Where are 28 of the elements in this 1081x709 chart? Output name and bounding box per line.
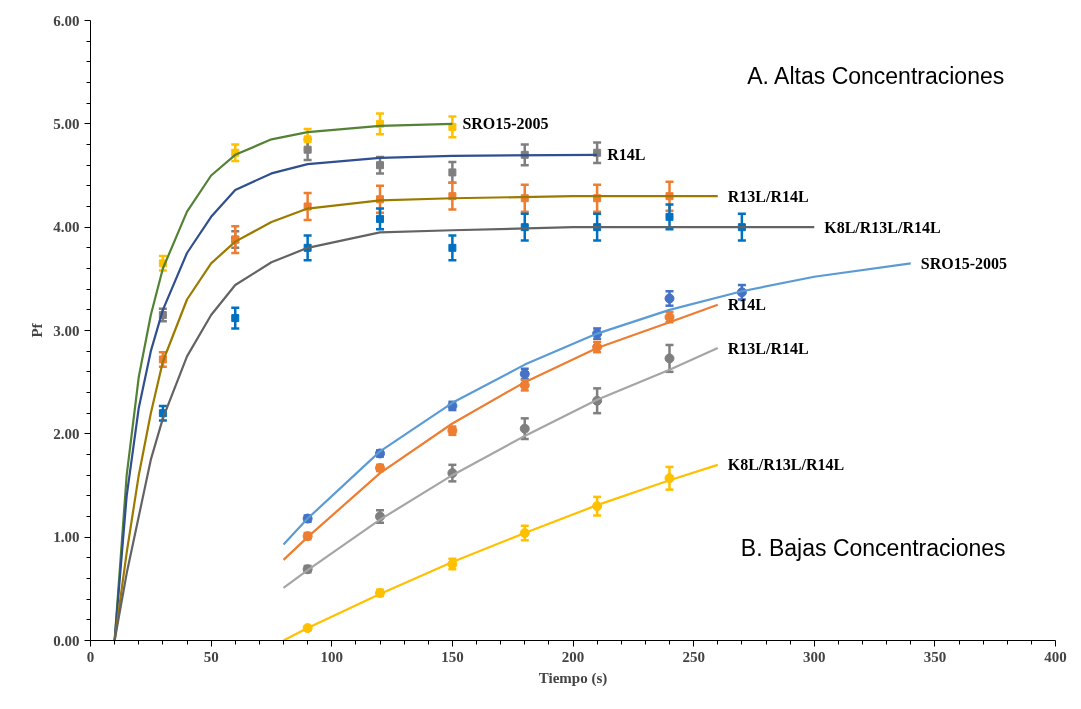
x-axis-title: Tiempo (s) — [538, 669, 608, 687]
series-label: SRO15-2005 — [920, 254, 1007, 272]
x-tick-label: 50 — [203, 648, 219, 665]
y-tick-label: 0.00 — [53, 632, 80, 649]
series-label: R13L/R14L — [727, 339, 809, 357]
y-tick-label: 2.00 — [53, 425, 80, 442]
x-tick-label: 350 — [923, 648, 947, 665]
y-tick-label: 6.00 — [53, 12, 80, 29]
y-tick-label: 3.00 — [53, 322, 80, 339]
x-tick-label: 200 — [561, 648, 585, 665]
x-tick-label: 100 — [320, 648, 343, 665]
x-tick-label: 300 — [803, 648, 826, 665]
series-label: R13L/R14L — [727, 187, 809, 205]
series-label: K8L/R13L/R14L — [727, 456, 845, 474]
y-tick-label: 4.00 — [53, 219, 80, 236]
series-label: SRO15-2005 — [462, 115, 549, 133]
y-tick-label: 1.00 — [53, 529, 80, 546]
annotation: B. Bajas Concentraciones — [740, 534, 1006, 561]
y-tick-label: 5.00 — [53, 115, 80, 132]
y-axis-title: Pf — [29, 322, 46, 338]
series-label: R14L — [727, 296, 766, 314]
annotation: A. Altas Concentraciones — [747, 63, 1005, 90]
series-label: K8L/R13L/R14L — [824, 218, 941, 236]
x-tick-label: 400 — [1044, 648, 1067, 665]
x-tick-label: 250 — [682, 648, 705, 665]
series-label: R14L — [607, 146, 646, 164]
x-tick-label: 0 — [86, 648, 95, 665]
x-tick-label: 150 — [441, 648, 464, 665]
